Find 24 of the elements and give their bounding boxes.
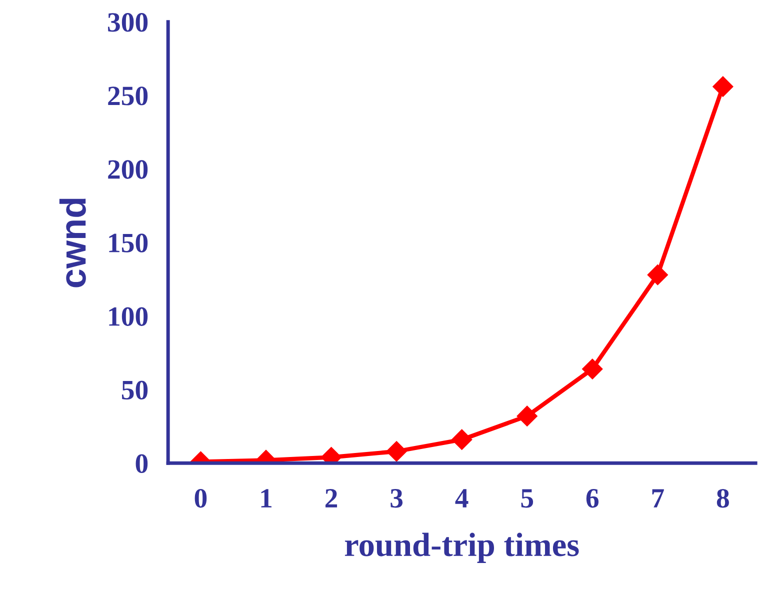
x-tick-label: 4: [455, 489, 468, 508]
x-tick-label: 2: [325, 489, 338, 508]
y-tick-label: 100: [109, 307, 148, 326]
x-tick-label: 6: [586, 489, 599, 508]
x-axis-title: round-trip times: [344, 532, 579, 564]
y-tick-label: 0: [136, 454, 148, 474]
point: [516, 406, 538, 426]
y-tick-label: 150: [109, 234, 148, 252]
y-tick-label: 50: [122, 380, 148, 400]
point: [451, 429, 472, 450]
x-tick-label: 8: [716, 488, 729, 508]
y-tick-label: 250: [108, 86, 148, 106]
x-tick-label: 3: [390, 489, 403, 508]
point: [712, 76, 734, 97]
point: [647, 264, 668, 286]
x-tick-label: 5: [521, 489, 534, 508]
point: [386, 441, 407, 462]
y-tick-label: 200: [108, 160, 148, 179]
y-axis-title: cwnd: [59, 198, 86, 288]
x-tick-label: 7: [652, 489, 664, 508]
point: [582, 358, 603, 380]
x-tick-label: 1: [261, 489, 272, 508]
y-tick-label: 300: [108, 13, 148, 32]
x-tick-label: 0: [194, 488, 207, 508]
